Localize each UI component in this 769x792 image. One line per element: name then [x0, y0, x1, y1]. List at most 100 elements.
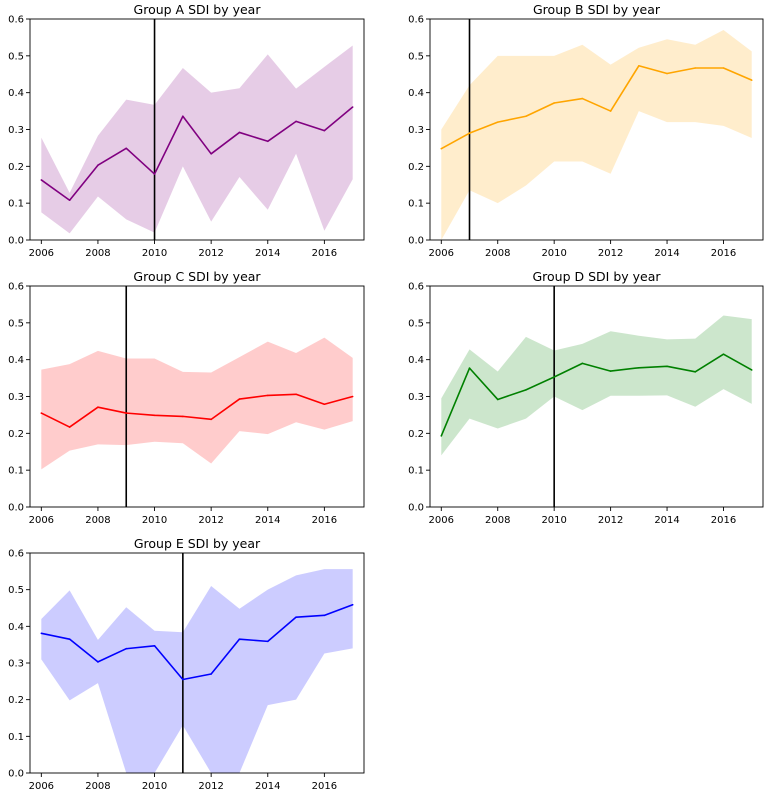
data-point	[694, 371, 697, 373]
y-tick-label: 0.1	[8, 732, 24, 743]
x-tick-label: 2010	[142, 781, 167, 792]
data-point	[496, 121, 499, 123]
chart-panel-0: 0.0 0.1 0.2 0.3 0.4 0.5 0.6 2006 2008 2010 2012 201…	[8, 2, 365, 259]
y-tick-label: 0.3	[408, 392, 424, 403]
data-point	[750, 369, 753, 371]
y-tick-label: 0.4	[8, 88, 24, 99]
x-tick-label: 2014	[255, 781, 280, 792]
y-tick-label: 0.6	[8, 15, 24, 26]
y-tick-label: 0.1	[408, 466, 424, 477]
data-point	[153, 414, 156, 417]
confidence-band	[41, 45, 353, 234]
data-point	[295, 616, 297, 618]
x-tick-label: 2012	[598, 248, 623, 259]
data-point	[468, 132, 471, 134]
y-tick-label: 0.0	[408, 236, 424, 247]
y-tick-label: 0.5	[408, 51, 424, 62]
y-tick-label: 0.2	[8, 162, 24, 173]
data-point	[638, 366, 640, 369]
y-tick-label: 0.0	[408, 503, 424, 514]
y-tick-label: 0.1	[8, 466, 24, 477]
data-point	[182, 115, 184, 118]
data-point	[182, 678, 184, 681]
y-tick-label: 0.0	[8, 503, 24, 514]
x-tick-label: 2014	[255, 515, 280, 526]
confidence-band	[41, 569, 353, 773]
y-tick-label: 0.2	[408, 162, 424, 173]
x-tick-label: 2008	[485, 515, 510, 526]
data-point	[581, 362, 584, 365]
series-line	[440, 64, 753, 150]
x-tick-label: 2006	[429, 248, 454, 259]
y-tick-label: 0.2	[408, 429, 424, 440]
chart-panel-4: 0.0 0.1 0.2 0.3 0.4 0.5 0.6 2006 2008 2010 2012 201…	[8, 536, 365, 792]
data-point	[153, 173, 156, 175]
data-point	[722, 353, 725, 355]
data-point	[295, 120, 297, 123]
data-point	[323, 129, 326, 132]
chart-panel-1: 0.0 0.1 0.2 0.3 0.4 0.5 0.6 2006 2008 2010 2012 201…	[408, 2, 764, 259]
series-line	[440, 353, 753, 437]
chart-title: Group C SDI by year	[133, 269, 261, 284]
x-tick-label: 2010	[142, 248, 167, 259]
y-tick-label: 0.6	[8, 549, 24, 560]
x-tick-label: 2008	[85, 515, 110, 526]
y-tick-label: 0.1	[8, 199, 24, 210]
data-point	[266, 640, 269, 643]
y-tick-label: 0.4	[8, 355, 24, 366]
x-tick-label: 2014	[654, 248, 679, 259]
data-point	[125, 147, 128, 150]
data-point	[210, 153, 212, 155]
x-tick-label: 2016	[312, 248, 337, 259]
y-tick-label: 0.4	[8, 622, 24, 633]
x-tick-label: 2016	[312, 515, 337, 526]
data-point	[68, 638, 71, 640]
chart-title: Group B SDI by year	[533, 2, 661, 17]
y-tick-label: 0.2	[8, 429, 24, 440]
chart-title: Group E SDI by year	[134, 536, 261, 551]
x-tick-label: 2006	[29, 248, 54, 259]
data-point	[694, 67, 697, 69]
y-tick-label: 0.4	[408, 88, 424, 99]
x-tick-label: 2014	[654, 515, 679, 526]
x-tick-label: 2006	[29, 781, 54, 792]
data-point	[553, 102, 555, 104]
data-point	[40, 412, 43, 414]
x-tick-label: 2016	[312, 781, 337, 792]
data-point	[440, 147, 443, 150]
data-point	[496, 398, 499, 401]
confidence-band	[41, 337, 353, 470]
x-tick-label: 2014	[255, 248, 280, 259]
y-tick-label: 0.5	[8, 51, 24, 62]
y-tick-label: 0.3	[408, 125, 424, 136]
data-point	[125, 412, 128, 414]
data-point	[40, 179, 43, 181]
y-tick-label: 0.5	[8, 585, 24, 596]
data-point	[238, 638, 241, 640]
data-point	[553, 376, 555, 378]
data-point	[609, 370, 612, 372]
x-tick-label: 2016	[711, 515, 736, 526]
y-tick-label: 0.3	[8, 392, 24, 403]
confidence-band	[441, 315, 752, 456]
data-point	[440, 435, 443, 437]
x-tick-label: 2012	[198, 515, 223, 526]
data-point	[323, 403, 326, 406]
y-tick-label: 0.4	[408, 355, 424, 366]
y-tick-label: 0.2	[8, 695, 24, 706]
y-tick-label: 0.1	[408, 199, 424, 210]
data-point	[68, 426, 71, 428]
x-tick-label: 2008	[85, 248, 110, 259]
x-tick-label: 2010	[541, 248, 566, 259]
y-tick-label: 0.6	[408, 15, 424, 26]
y-tick-label: 0.3	[8, 125, 24, 136]
y-tick-label: 0.5	[8, 318, 24, 329]
x-tick-label: 2006	[429, 515, 454, 526]
data-point	[266, 140, 269, 143]
x-tick-label: 2010	[142, 515, 167, 526]
y-tick-label: 0.5	[408, 318, 424, 329]
data-point	[40, 632, 43, 635]
data-point	[68, 199, 71, 202]
x-tick-label: 2006	[29, 515, 54, 526]
